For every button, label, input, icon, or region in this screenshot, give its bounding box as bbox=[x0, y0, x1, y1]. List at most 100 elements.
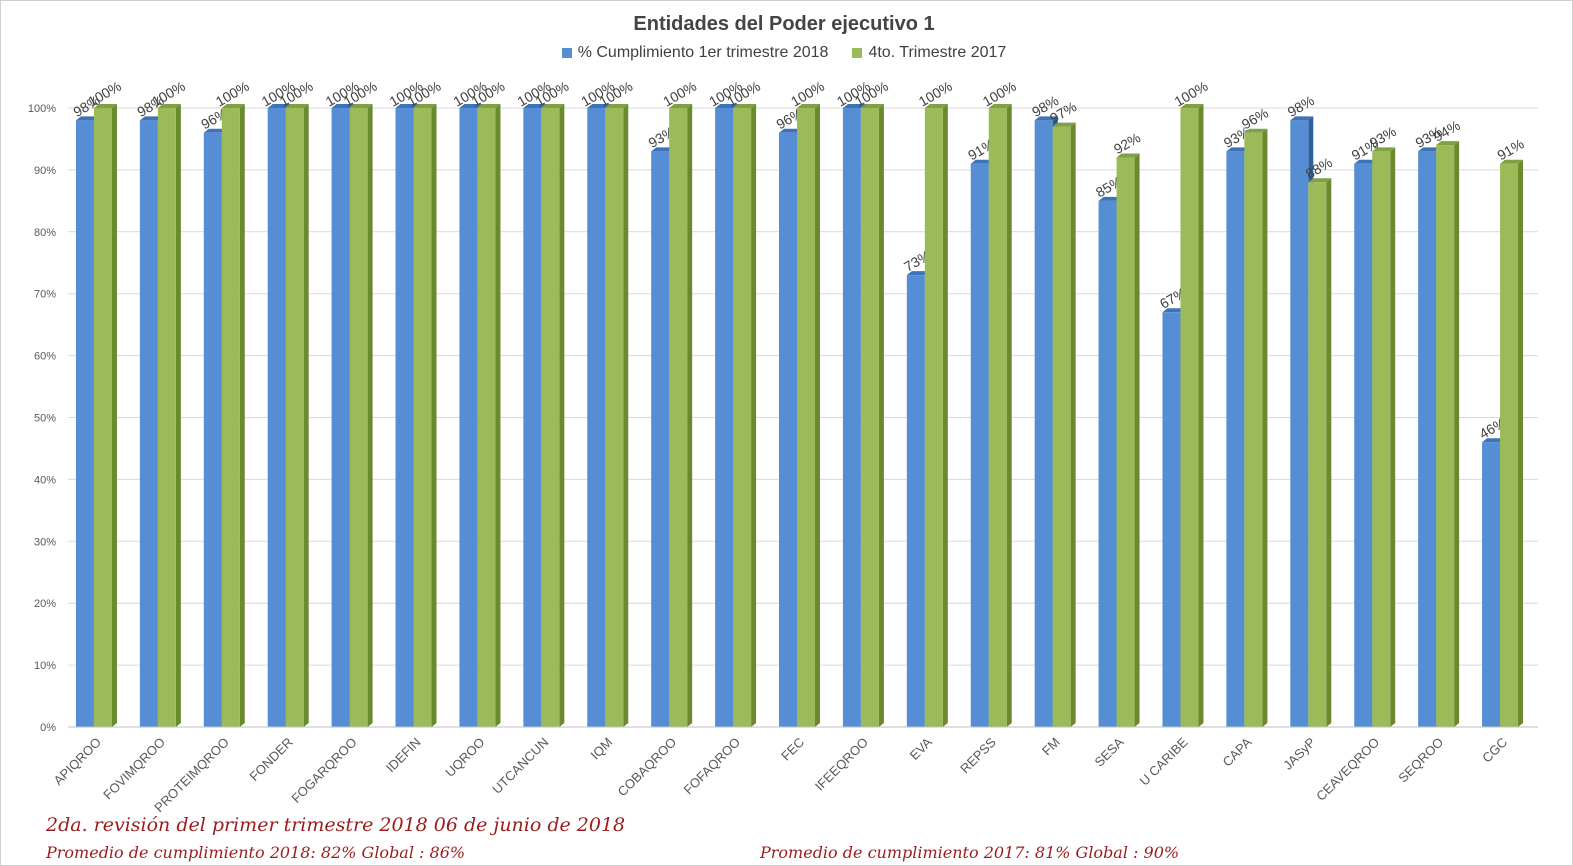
bar-top bbox=[93, 104, 117, 108]
bar bbox=[1290, 120, 1309, 727]
data-label: 93% bbox=[1367, 123, 1399, 151]
bar bbox=[1244, 132, 1263, 727]
bar-side bbox=[1198, 104, 1204, 727]
y-tick-label: 20% bbox=[34, 598, 56, 610]
average-2017-note: Promedio de cumplimiento 2017: 81% Globa… bbox=[760, 843, 1180, 862]
legend-swatch-2017 bbox=[852, 48, 863, 58]
x-tick-label: EVA bbox=[907, 734, 936, 763]
x-tick-label: SEQROO bbox=[1395, 735, 1446, 786]
bar-top bbox=[1226, 147, 1250, 152]
x-tick-label: CAPA bbox=[1220, 734, 1255, 769]
bar-top bbox=[1116, 153, 1140, 158]
bar-side bbox=[1390, 147, 1396, 727]
x-tick-label: IFEEQROO bbox=[812, 735, 871, 794]
bar-side bbox=[1454, 141, 1460, 727]
y-tick-label: 30% bbox=[34, 536, 56, 548]
x-tick-label: FEC bbox=[778, 735, 807, 764]
bar-top bbox=[605, 104, 629, 108]
x-tick-label: FOGARQROO bbox=[288, 735, 359, 806]
bar bbox=[1308, 182, 1327, 727]
bar-top bbox=[459, 104, 483, 108]
bar bbox=[1418, 151, 1437, 727]
bar-side bbox=[1262, 128, 1268, 727]
bar bbox=[75, 120, 94, 727]
bar-top bbox=[733, 104, 757, 108]
data-label: 96% bbox=[1239, 104, 1271, 132]
bar-top bbox=[139, 116, 163, 121]
x-tick-label: IDEFIN bbox=[383, 735, 424, 776]
bar-top bbox=[1180, 104, 1204, 108]
average-2018-note: Promedio de cumplimiento 2018: 82% Globa… bbox=[46, 843, 466, 862]
bar bbox=[970, 163, 989, 727]
bar-top bbox=[715, 104, 739, 108]
chart-legend: % Cumplimiento 1er trimestre 2018 4to. T… bbox=[0, 44, 1568, 62]
bar-top bbox=[1308, 178, 1332, 183]
bar-top bbox=[1482, 438, 1506, 443]
bar bbox=[459, 108, 478, 727]
bar bbox=[1098, 200, 1117, 728]
y-tick-label: 60% bbox=[34, 351, 56, 363]
bar bbox=[221, 108, 240, 727]
bar-top bbox=[541, 104, 565, 108]
bar-top bbox=[651, 147, 675, 152]
bar-top bbox=[331, 104, 355, 108]
bar-side bbox=[1326, 178, 1332, 727]
bar-top bbox=[413, 104, 437, 108]
bar-side bbox=[1518, 159, 1524, 727]
bar bbox=[203, 132, 222, 727]
bar bbox=[477, 108, 496, 727]
bar-top bbox=[860, 104, 884, 108]
bar bbox=[1436, 145, 1455, 727]
y-tick-label: 40% bbox=[34, 474, 56, 486]
data-label: 91% bbox=[1494, 135, 1526, 163]
y-tick-label: 0% bbox=[40, 722, 56, 734]
bar bbox=[157, 108, 176, 727]
bar bbox=[988, 108, 1007, 727]
bar-top bbox=[1244, 128, 1268, 133]
bar-top bbox=[523, 104, 547, 108]
bar-top bbox=[1052, 122, 1076, 127]
bar bbox=[1500, 163, 1519, 727]
y-tick-label: 50% bbox=[34, 413, 56, 425]
bar-side bbox=[1006, 104, 1012, 727]
bar-side bbox=[1070, 122, 1076, 727]
x-tick-label: UTCANCUN bbox=[489, 735, 551, 797]
bar-top bbox=[1436, 141, 1460, 146]
bar-top bbox=[1500, 159, 1524, 164]
bar-top bbox=[1098, 196, 1122, 201]
bar-top bbox=[1354, 159, 1378, 164]
bar-side bbox=[623, 104, 629, 727]
bar-top bbox=[842, 104, 866, 108]
bar bbox=[139, 120, 158, 727]
legend-item-2018[interactable]: % Cumplimiento 1er trimestre 2018 bbox=[561, 44, 828, 62]
bar-side bbox=[111, 104, 117, 727]
bar bbox=[1116, 157, 1135, 727]
x-tick-label: FONDER bbox=[246, 735, 295, 784]
bar-top bbox=[477, 104, 501, 108]
bar-side bbox=[239, 104, 245, 727]
bar-top bbox=[587, 104, 611, 108]
x-tick-label: FOVIMQROO bbox=[100, 735, 168, 803]
bar bbox=[541, 108, 560, 727]
bar-top bbox=[267, 104, 291, 108]
bar-top bbox=[203, 128, 227, 133]
bar bbox=[715, 108, 734, 727]
x-tick-label: CEAVEQROO bbox=[1313, 735, 1382, 804]
bar-top bbox=[1034, 116, 1058, 121]
bar-top bbox=[988, 104, 1012, 108]
data-label: 92% bbox=[1111, 129, 1143, 157]
bar bbox=[906, 275, 925, 727]
bar-top bbox=[285, 104, 309, 108]
bar-top bbox=[669, 104, 693, 108]
bar-side bbox=[878, 104, 884, 727]
bar-side bbox=[175, 104, 181, 727]
x-tick-label: FM bbox=[1039, 735, 1063, 759]
x-tick-label: SESA bbox=[1092, 734, 1127, 769]
bar bbox=[1052, 126, 1071, 727]
bar-side bbox=[367, 104, 373, 727]
legend-item-2017[interactable]: 4to. Trimestre 2017 bbox=[852, 44, 1006, 62]
legend-label-2017: 4to. Trimestre 2017 bbox=[868, 44, 1007, 61]
bar-side bbox=[495, 104, 501, 727]
bar bbox=[797, 108, 815, 727]
y-tick-label: 10% bbox=[34, 660, 56, 672]
